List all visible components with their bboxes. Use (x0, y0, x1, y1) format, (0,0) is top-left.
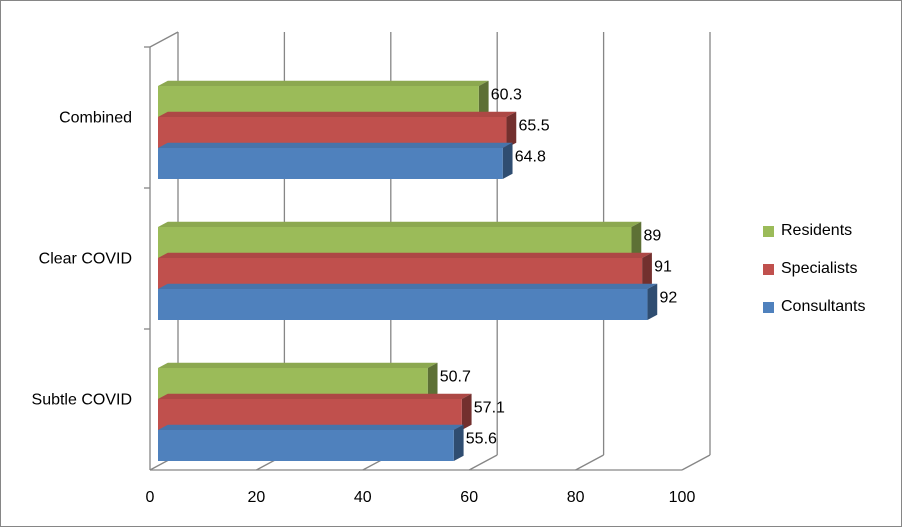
legend-swatch-residents (763, 225, 774, 237)
bar-top-specialists-1 (158, 252, 652, 258)
bar-side-specialists-0 (461, 393, 472, 430)
bar-side-residents-1 (631, 221, 642, 258)
x-tick-label-40: 40 (354, 489, 372, 506)
legend-swatch-specialists (763, 263, 774, 275)
legend-item-consultants: Consultants (763, 288, 866, 326)
floor-gridline-100 (681, 454, 711, 471)
legend-label-consultants: Consultants (781, 298, 866, 315)
data-label-consultants-0: 55.6 (466, 431, 497, 448)
bar-side-consultants-2 (502, 142, 513, 179)
data-label-residents-2: 60.3 (491, 87, 522, 104)
bar-consultants-0 (158, 430, 454, 461)
x-tick-label-80: 80 (567, 489, 585, 506)
x-tick-label-20: 20 (248, 489, 266, 506)
bar-top-specialists-2 (158, 111, 517, 117)
legend-item-specialists: Specialists (763, 250, 866, 288)
data-label-residents-0: 50.7 (440, 369, 471, 386)
y-tick-label-1: Clear COVID (39, 251, 132, 268)
legend: Residents Specialists Consultants (763, 212, 866, 326)
bar-side-specialists-1 (642, 252, 652, 289)
data-label-residents-1: 89 (643, 228, 661, 245)
bar-top-residents-0 (158, 362, 438, 368)
legend-label-residents: Residents (781, 222, 853, 239)
bar-consultants-1 (158, 289, 648, 320)
y-axis-top-edge (149, 31, 179, 48)
bar-top-consultants-1 (158, 283, 658, 289)
bar-side-specialists-2 (506, 111, 517, 148)
bar-side-residents-2 (478, 80, 489, 117)
legend-item-residents: Residents (763, 212, 866, 250)
floor-gridline-60 (468, 454, 498, 471)
data-label-specialists-2: 65.5 (518, 118, 549, 135)
bar-top-residents-1 (158, 221, 642, 227)
bar-top-consultants-2 (158, 142, 513, 148)
bar-side-consultants-1 (647, 283, 658, 320)
data-label-consultants-1: 92 (659, 290, 677, 307)
data-label-specialists-1: 91 (654, 259, 672, 276)
data-label-consultants-2: 64.8 (515, 149, 546, 166)
legend-label-specialists: Specialists (781, 260, 858, 277)
floor-gridline-80 (575, 454, 604, 471)
y-tick-label-2: Combined (59, 110, 132, 127)
x-tick-label-100: 100 (669, 489, 696, 506)
bar-side-consultants-0 (453, 424, 464, 461)
bar-top-specialists-0 (158, 393, 472, 399)
data-label-specialists-0: 57.1 (474, 400, 505, 417)
bar-top-residents-2 (158, 80, 489, 86)
bar-consultants-2 (158, 148, 503, 179)
y-tick-label-0: Subtle COVID (32, 392, 132, 409)
bar-side-residents-0 (427, 362, 438, 399)
bar-top-consultants-0 (158, 424, 464, 430)
x-tick-label-0: 0 (146, 489, 155, 506)
legend-swatch-consultants (763, 301, 774, 313)
x-tick-label-60: 60 (460, 489, 478, 506)
